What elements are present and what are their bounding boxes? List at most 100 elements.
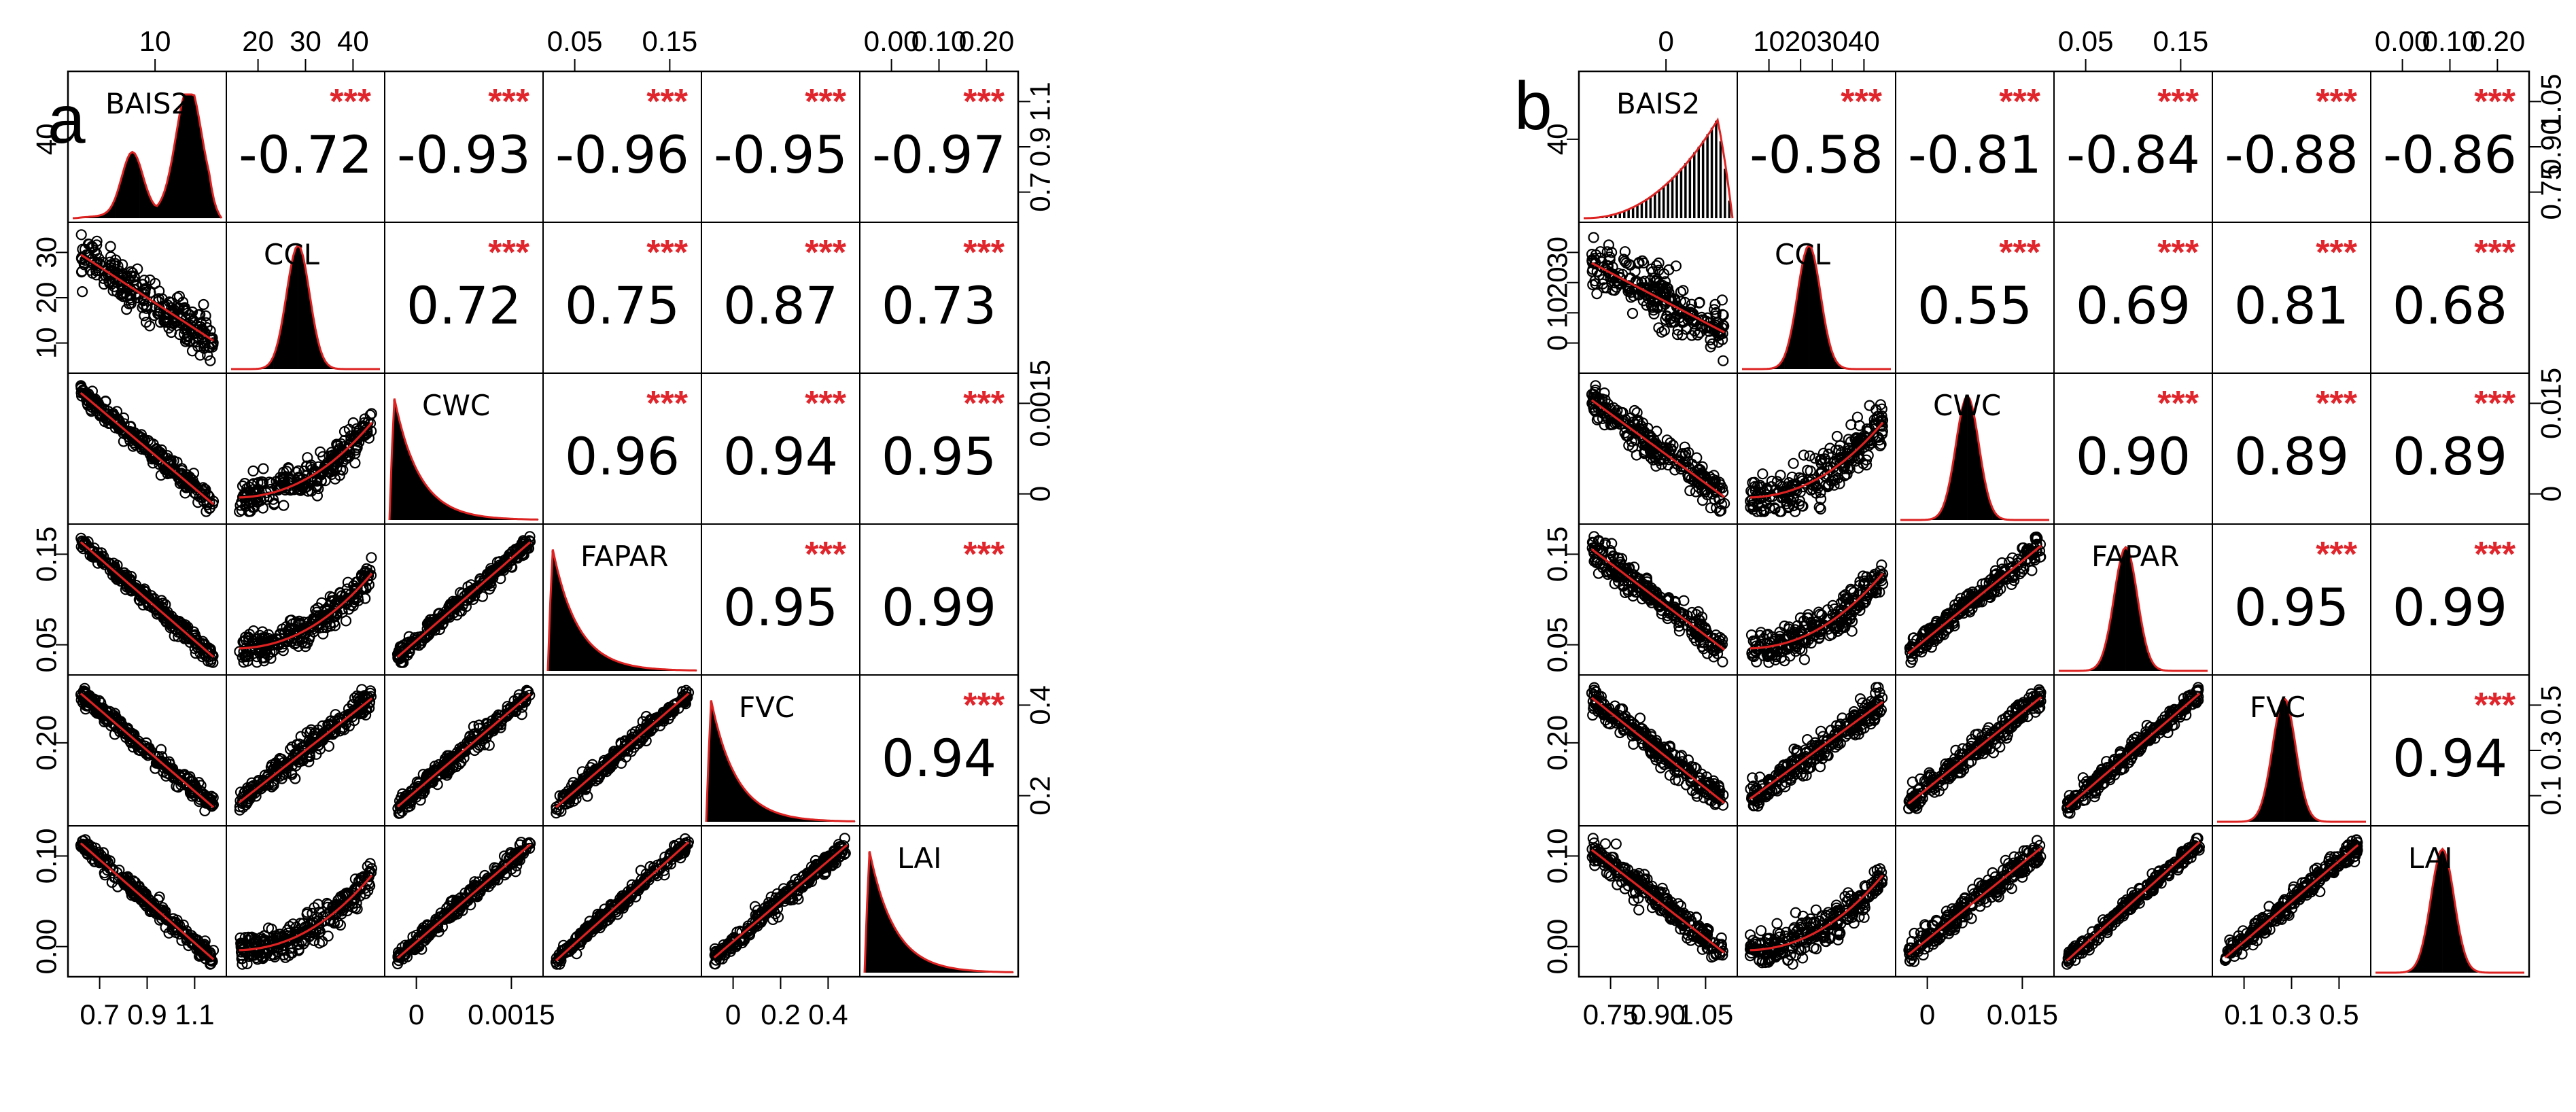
significance-stars: *** [963, 82, 1005, 122]
histogram-bar [198, 116, 200, 218]
scatter-point [207, 498, 219, 510]
significance-stars: *** [963, 233, 1005, 273]
scatter-point [1716, 294, 1728, 306]
histogram-bar [1684, 163, 1687, 218]
histogram-bar [94, 216, 97, 218]
histogram-bar [421, 479, 423, 520]
histogram-bar [397, 413, 399, 520]
histogram-bar [428, 488, 430, 520]
cell-3-0 [67, 523, 227, 676]
histogram-bar [1701, 140, 1705, 218]
histogram-bar [391, 434, 394, 520]
density-curve [388, 398, 539, 521]
significance-stars: *** [2474, 82, 2516, 122]
histogram-bar [486, 517, 488, 520]
cell-4-0 [67, 674, 227, 827]
histogram-bar [124, 164, 126, 218]
histogram-bar [466, 512, 468, 520]
scatter-point [143, 596, 154, 608]
histogram-bar [188, 94, 190, 218]
histogram-bar [1649, 196, 1652, 218]
histogram-bar [277, 343, 279, 369]
histogram-bar [105, 213, 107, 218]
histogram-bar [487, 517, 489, 520]
histogram-bar [737, 779, 739, 822]
histogram-bar [142, 175, 144, 218]
axis-tick-label: 0.15 [31, 527, 63, 583]
smooth-line [555, 841, 690, 962]
scatter-point [158, 315, 170, 327]
variable-label: FVC [739, 691, 795, 724]
histogram-bar [400, 427, 402, 520]
smooth-line [713, 844, 848, 959]
histogram-bar [481, 516, 483, 520]
variable-label: FAPAR [580, 540, 669, 573]
scatter-point [105, 241, 116, 252]
histogram-bar [100, 215, 102, 218]
histogram-bar [147, 191, 149, 218]
histogram-bar [281, 326, 283, 369]
histogram-bar [201, 137, 203, 218]
histogram-bar [907, 945, 909, 973]
cell-4-5: ***0.94 [859, 674, 1019, 827]
variable-label: CCL [264, 238, 320, 271]
histogram-bar [108, 209, 111, 218]
histogram-bar [405, 444, 407, 520]
cell-5-5: LAI [859, 825, 1019, 977]
significance-stars: *** [805, 535, 846, 574]
cell-5-3 [542, 825, 702, 977]
correlation-value: 0.96 [565, 426, 680, 487]
scatter-point [76, 286, 88, 298]
significance-stars: *** [1841, 82, 1882, 122]
scatter-point [143, 444, 154, 456]
histogram-bar [103, 213, 105, 218]
histogram-bar [435, 496, 437, 520]
histogram-bar [767, 808, 769, 822]
histogram-bar [132, 152, 134, 218]
histogram-bar [413, 463, 415, 520]
scatter-point [150, 451, 161, 462]
variable-label: BAIS2 [105, 87, 189, 120]
histogram-bar [432, 493, 434, 520]
significance-stars: *** [2316, 82, 2357, 122]
scatter-point [87, 267, 99, 279]
histogram-bar [1667, 181, 1669, 218]
histogram-bar [482, 516, 485, 520]
histogram-bar [271, 360, 273, 369]
scatter-point [324, 450, 335, 462]
histogram-bar [440, 500, 442, 520]
cell-2-2: CWC [384, 372, 544, 525]
scatter-point [91, 235, 103, 247]
scatter-point [162, 468, 173, 480]
axis-tick-label: 0.9 [1024, 127, 1056, 167]
scatter-point [257, 476, 269, 488]
significance-stars: *** [963, 535, 1005, 574]
histogram-bar [430, 491, 432, 520]
histogram-bar [478, 515, 481, 520]
axis-tick-label: 0.05 [31, 617, 63, 673]
scatter-point [118, 288, 129, 300]
histogram-bar [310, 303, 312, 369]
histogram-bar [168, 175, 170, 218]
histogram-bar [150, 197, 152, 218]
scatter-point [179, 619, 191, 631]
histogram-bar [496, 517, 498, 520]
axis-tick-label: 20 [242, 25, 274, 57]
scatter-point [144, 320, 156, 332]
histogram-bar [272, 358, 274, 369]
histogram-bar [180, 105, 182, 218]
cell-0-1: ***-0.58 [1737, 71, 1896, 223]
histogram-bar [728, 762, 730, 822]
histogram-bar [207, 170, 210, 218]
histogram-bar [408, 451, 410, 520]
scatter-point [117, 571, 129, 583]
histogram-bar [717, 729, 719, 822]
histogram-bar [158, 203, 160, 218]
histogram-bar [425, 485, 428, 520]
axis-tick-label: 0.4 [1024, 685, 1056, 725]
cell-4-3 [542, 674, 702, 827]
scatter-point [319, 475, 331, 487]
scatter-point [350, 445, 362, 456]
histogram-bar [128, 154, 130, 218]
scatter-point [306, 485, 317, 497]
